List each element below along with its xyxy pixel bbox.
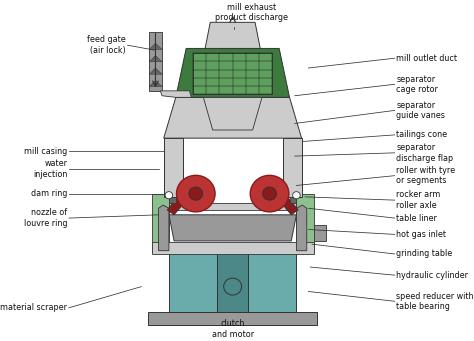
Text: hydraulic cylinder: hydraulic cylinder (396, 271, 468, 280)
Polygon shape (169, 197, 176, 203)
Text: tailings cone: tailings cone (396, 130, 447, 139)
Polygon shape (283, 138, 301, 197)
Text: water
injection: water injection (33, 160, 67, 179)
Polygon shape (301, 225, 326, 241)
Circle shape (224, 278, 242, 295)
Text: mill outlet duct: mill outlet duct (396, 54, 457, 63)
Text: clutch
and motor: clutch and motor (211, 319, 254, 339)
Circle shape (263, 187, 276, 200)
Text: material scraper: material scraper (0, 303, 67, 312)
Circle shape (176, 175, 215, 212)
Polygon shape (203, 98, 262, 130)
Text: dam ring: dam ring (31, 189, 67, 198)
Text: roller with tyre
or segments: roller with tyre or segments (396, 166, 456, 186)
Polygon shape (205, 22, 260, 48)
Polygon shape (149, 80, 162, 87)
Polygon shape (149, 32, 162, 91)
Bar (148, 312, 317, 325)
Bar (169, 203, 296, 210)
Circle shape (189, 187, 203, 200)
Polygon shape (149, 43, 162, 49)
Text: separator
cage rotor: separator cage rotor (396, 75, 438, 94)
Polygon shape (159, 205, 169, 251)
Polygon shape (164, 138, 182, 197)
Text: grinding table: grinding table (396, 250, 453, 258)
Text: mill exhaust
product discharge: mill exhaust product discharge (215, 3, 288, 22)
Polygon shape (296, 205, 307, 251)
Circle shape (165, 192, 173, 199)
Polygon shape (296, 194, 314, 252)
Text: rocker arm
roller axle: rocker arm roller axle (396, 190, 441, 210)
Text: speed reducer with
table bearing: speed reducer with table bearing (396, 292, 474, 311)
Bar (217, 252, 248, 312)
Circle shape (250, 175, 289, 212)
Polygon shape (149, 68, 162, 74)
Bar (169, 252, 296, 312)
Bar (152, 241, 314, 254)
Text: mill casing: mill casing (24, 147, 67, 156)
Polygon shape (176, 48, 290, 98)
Polygon shape (169, 215, 296, 241)
Text: separator
discharge flap: separator discharge flap (396, 143, 454, 163)
Polygon shape (277, 195, 298, 215)
Polygon shape (152, 194, 169, 252)
Polygon shape (160, 91, 191, 98)
Text: table liner: table liner (396, 213, 437, 223)
Text: nozzle of
louvre ring: nozzle of louvre ring (24, 208, 67, 228)
Polygon shape (167, 195, 188, 215)
Text: separator
guide vanes: separator guide vanes (396, 101, 445, 120)
Polygon shape (290, 197, 296, 203)
Polygon shape (149, 56, 162, 62)
Polygon shape (164, 98, 301, 138)
Circle shape (292, 192, 300, 199)
Text: feed gate
(air lock): feed gate (air lock) (87, 35, 126, 55)
Text: hot gas inlet: hot gas inlet (396, 230, 447, 239)
Bar (193, 53, 272, 94)
